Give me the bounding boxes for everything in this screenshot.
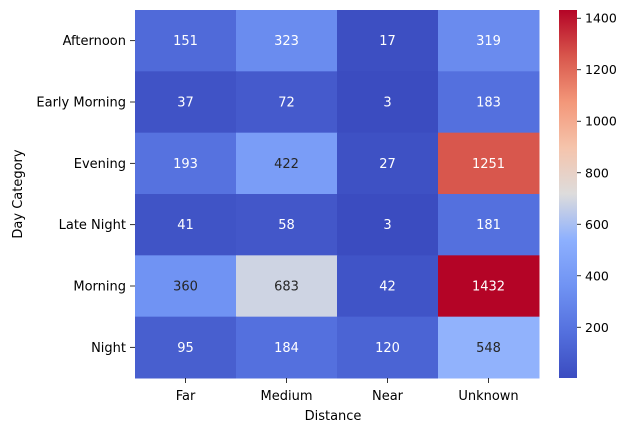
colorbar-tick-label: 1200	[585, 62, 617, 77]
y-axis-label: Day Category	[11, 149, 26, 238]
heatmap-cell	[135, 10, 237, 72]
y-tick-label: Early Morning	[36, 96, 126, 111]
colorbar-tick-label: 1000	[585, 114, 617, 129]
y-tick-label: Late Night	[59, 218, 126, 233]
x-tick-labels: Far Medium Near Unknown	[176, 378, 519, 404]
cell-value-label: 184	[274, 341, 299, 356]
colorbar-tick-label: 400	[585, 268, 609, 283]
colorbar-ticks: 200 400 600 800 1000 1200 1400	[577, 11, 617, 335]
heatmap-cell	[236, 10, 338, 72]
heatmap-cell	[438, 255, 540, 318]
heatmap-cells: 151 323 17 319 37 72 3 183 193 422 27 1251 41 58 3 181 3…	[135, 10, 540, 379]
heatmap-cell	[236, 71, 338, 134]
cell-value-label: 95	[177, 341, 194, 356]
cell-value-label: 1251	[472, 157, 505, 172]
colorbar-tick-label: 800	[585, 165, 609, 180]
cell-value-label: 548	[476, 341, 501, 356]
cell-value-label: 181	[476, 218, 501, 233]
heatmap-cell	[337, 316, 439, 379]
y-tick-label: Evening	[74, 157, 126, 172]
heatmap-cell	[236, 316, 338, 379]
cell-value-label: 3	[383, 96, 391, 111]
x-tick-label: Unknown	[458, 389, 518, 404]
heatmap-cell	[135, 194, 237, 256]
heatmap-cell	[135, 71, 237, 134]
cell-value-label: 193	[173, 157, 198, 172]
heatmap-cell	[337, 194, 439, 256]
y-tick-labels: Afternoon Early Morning Evening Late Night M…	[36, 34, 135, 356]
y-tick-label: Afternoon	[63, 34, 126, 49]
cell-value-label: 58	[278, 218, 295, 233]
x-tick-label: Near	[372, 389, 404, 404]
heatmap-cell	[236, 194, 338, 256]
heatmap-cell	[337, 10, 439, 72]
cell-value-label: 183	[476, 96, 501, 111]
cell-value-label: 1432	[472, 280, 505, 295]
heatmap-cell	[337, 132, 439, 195]
cell-value-label: 120	[375, 341, 400, 356]
cell-value-label: 319	[476, 34, 501, 49]
y-tick-label: Morning	[73, 280, 126, 295]
heatmap-cell	[337, 255, 439, 318]
x-tick-label: Medium	[261, 389, 313, 404]
heatmap-cell	[438, 10, 540, 72]
cell-value-label: 27	[379, 157, 396, 172]
heatmap-cell	[438, 71, 540, 134]
cell-value-label: 72	[278, 96, 295, 111]
heatmap-cell	[135, 316, 237, 379]
y-tick-label: Night	[91, 341, 126, 356]
heatmap-cell	[337, 71, 439, 134]
colorbar-tick-label: 200	[585, 320, 609, 335]
heatmap-cell	[438, 194, 540, 256]
heatmap-cell	[438, 132, 540, 195]
cell-value-label: 41	[177, 218, 194, 233]
cell-value-label: 37	[177, 96, 194, 111]
cell-value-label: 683	[274, 280, 299, 295]
colorbar-tick-label: 1400	[585, 11, 617, 26]
cell-value-label: 42	[379, 280, 396, 295]
x-axis-label: Distance	[305, 409, 362, 424]
cell-value-label: 422	[274, 157, 299, 172]
heatmap-cell	[135, 132, 237, 195]
heatmap-cell	[236, 255, 338, 318]
heatmap-cell	[438, 316, 540, 379]
colorbar	[559, 10, 577, 378]
heatmap-cell	[236, 132, 338, 195]
heatmap-cell	[135, 255, 237, 318]
cell-value-label: 3	[383, 218, 391, 233]
colorbar-tick-label: 600	[585, 217, 609, 232]
cell-value-label: 360	[173, 280, 198, 295]
cell-value-label: 17	[379, 34, 396, 49]
x-tick-label: Far	[176, 389, 196, 404]
cell-value-label: 151	[173, 34, 198, 49]
cell-value-label: 323	[274, 34, 299, 49]
